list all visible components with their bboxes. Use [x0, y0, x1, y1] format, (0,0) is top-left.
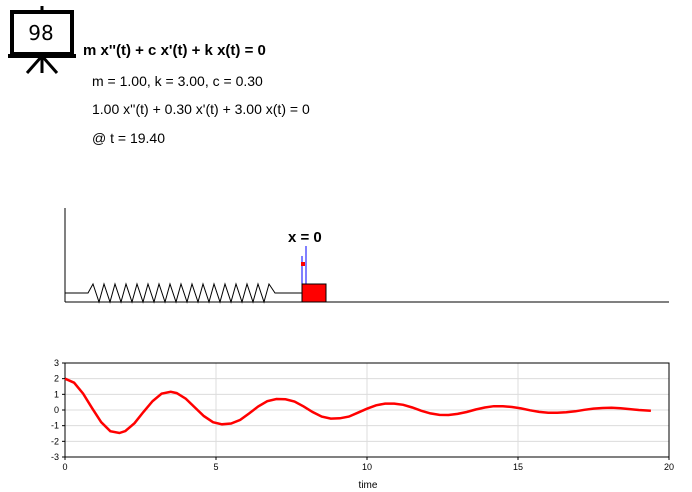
parameters-text: m = 1.00, k = 3.00, c = 0.30 [92, 73, 263, 89]
x-tick-label: 20 [664, 462, 674, 472]
plot-frame [64, 362, 670, 458]
x-tick-label: 15 [513, 462, 523, 472]
y-tick-label: 3 [54, 358, 59, 368]
y-tick-label: 1 [54, 389, 59, 399]
displacement-dot [301, 262, 305, 266]
mass-block [301, 283, 327, 303]
equation-title: m x''(t) + c x'(t) + k x(t) = 0 [83, 42, 266, 59]
y-tick-label: -2 [51, 436, 59, 446]
presentation-board-icon [8, 6, 76, 74]
x-axis-label: time [359, 480, 378, 491]
x-tick-label: 0 [62, 462, 67, 472]
y-tick-label: -1 [51, 421, 59, 431]
frame-counter: 98 [28, 21, 54, 45]
spring [65, 282, 302, 304]
numeric-equation-text: 1.00 x''(t) + 0.30 x'(t) + 3.00 x(t) = 0 [92, 101, 310, 117]
x-tick-label: 10 [362, 462, 372, 472]
x-tick-label: 5 [213, 462, 218, 472]
equilibrium-label: x = 0 [288, 229, 322, 246]
y-tick-label: -3 [51, 452, 59, 462]
time-readout: @ t = 19.40 [92, 130, 165, 146]
y-tick-label: 2 [54, 374, 59, 384]
spring-mass-scene [64, 208, 669, 304]
displacement-curve [64, 377, 651, 435]
y-tick-label: 0 [54, 405, 59, 415]
